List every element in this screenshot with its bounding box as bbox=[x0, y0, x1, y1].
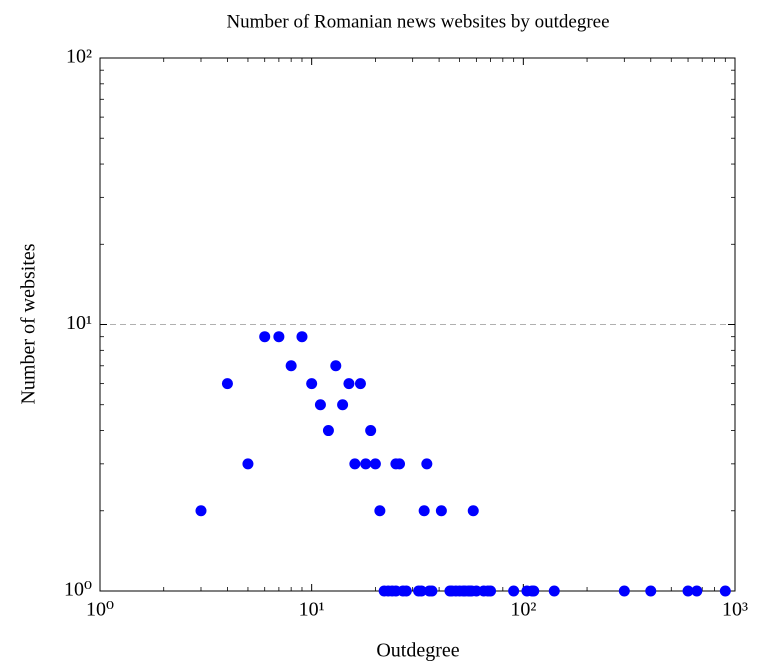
point bbox=[374, 505, 386, 517]
y-tick-label: 10⁰ bbox=[64, 579, 92, 601]
x-tick-label: 10¹ bbox=[299, 599, 325, 621]
y-tick-label: 10¹ bbox=[66, 312, 92, 334]
point bbox=[719, 585, 731, 597]
point bbox=[360, 458, 372, 470]
x-tick-label: 10² bbox=[510, 599, 536, 621]
point bbox=[242, 458, 254, 470]
point bbox=[467, 505, 479, 517]
point bbox=[314, 399, 326, 411]
point bbox=[337, 399, 349, 411]
point bbox=[349, 458, 361, 470]
point bbox=[400, 585, 412, 597]
point bbox=[426, 585, 438, 597]
point bbox=[369, 458, 381, 470]
point bbox=[618, 585, 630, 597]
point bbox=[354, 378, 366, 390]
point bbox=[691, 585, 703, 597]
point bbox=[421, 458, 433, 470]
point bbox=[343, 378, 355, 390]
point bbox=[273, 331, 285, 343]
point bbox=[645, 585, 657, 597]
point bbox=[330, 360, 342, 372]
point bbox=[365, 425, 377, 437]
point bbox=[322, 425, 334, 437]
point bbox=[415, 585, 427, 597]
point bbox=[528, 585, 540, 597]
point bbox=[259, 331, 271, 343]
point bbox=[221, 378, 233, 390]
x-tick-label: 10³ bbox=[722, 599, 748, 621]
point bbox=[296, 331, 308, 343]
y-axis-label: Number of websites bbox=[18, 243, 40, 404]
point bbox=[548, 585, 560, 597]
point bbox=[306, 378, 318, 390]
point bbox=[394, 458, 406, 470]
point bbox=[195, 505, 207, 517]
point bbox=[485, 585, 497, 597]
point bbox=[508, 585, 520, 597]
x-axis-label: Outdegree bbox=[376, 640, 459, 662]
point bbox=[682, 585, 694, 597]
point bbox=[285, 360, 297, 372]
y-tick-label: 10² bbox=[66, 46, 92, 68]
x-tick-label: 10⁰ bbox=[86, 599, 114, 621]
point bbox=[418, 505, 430, 517]
point bbox=[435, 505, 447, 517]
chart-title: Number of Romanian news websites by outd… bbox=[226, 11, 609, 32]
